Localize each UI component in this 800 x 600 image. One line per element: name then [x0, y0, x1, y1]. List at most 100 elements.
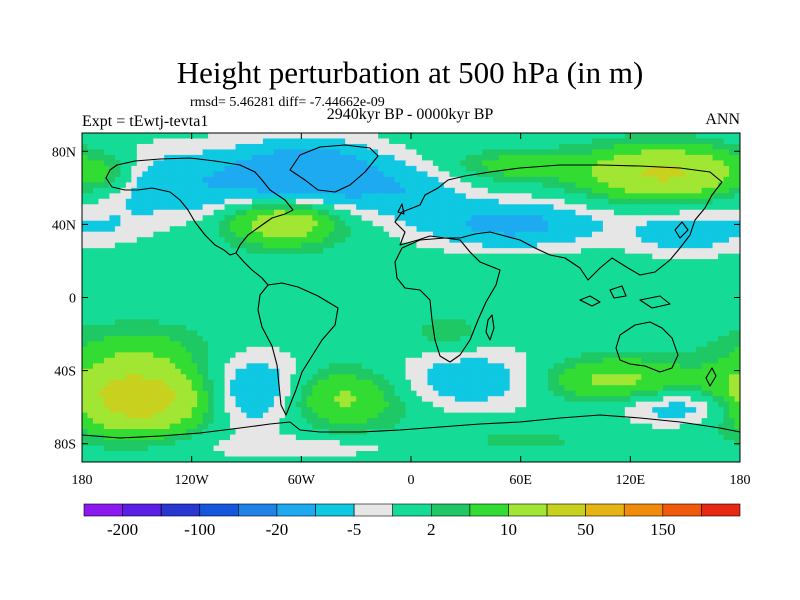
field-cell	[87, 335, 94, 342]
field-cell	[202, 176, 209, 183]
field-cell	[482, 319, 489, 326]
field-cell	[295, 220, 302, 227]
field-cell	[460, 275, 467, 282]
field-cell	[394, 182, 401, 189]
field-cell	[147, 297, 154, 304]
field-cell	[493, 313, 500, 321]
field-cell	[92, 264, 100, 271]
field-cell	[339, 165, 346, 172]
field-cell	[668, 198, 675, 205]
field-cell	[394, 264, 401, 271]
field-cell	[372, 335, 379, 342]
field-cell	[734, 292, 740, 299]
field-cell	[295, 242, 302, 249]
field-cell	[520, 193, 527, 200]
field-cell	[416, 341, 423, 348]
field-cell	[482, 165, 489, 172]
field-cell	[103, 357, 111, 364]
field-cell	[559, 138, 566, 145]
field-cell	[531, 335, 538, 342]
field-cell	[290, 324, 297, 331]
field-cell	[454, 264, 461, 271]
field-cell	[668, 231, 675, 238]
field-cell	[389, 149, 396, 156]
field-cell	[597, 198, 604, 205]
field-cell	[630, 154, 637, 162]
field-cell	[345, 138, 352, 145]
field-cell	[191, 319, 198, 326]
field-cell	[224, 165, 231, 172]
field-cell	[608, 143, 615, 151]
field-cell	[608, 319, 615, 326]
field-cell	[312, 275, 319, 282]
field-cell	[416, 182, 423, 189]
field-cell	[613, 143, 620, 151]
field-cell	[92, 313, 100, 321]
field-cell	[284, 346, 291, 353]
field-cell	[602, 171, 609, 178]
field-cell	[685, 226, 692, 233]
field-cell	[273, 176, 280, 183]
field-cell	[147, 133, 154, 140]
field-cell	[191, 226, 198, 233]
field-cell	[635, 209, 642, 216]
field-cell	[657, 182, 664, 189]
field-cell	[526, 149, 533, 156]
field-cell	[230, 193, 237, 200]
field-cell	[153, 220, 160, 227]
field-cell	[613, 242, 620, 249]
field-cell	[498, 154, 505, 162]
field-cell	[372, 143, 379, 151]
field-cell	[131, 133, 138, 140]
field-cell	[153, 182, 160, 189]
field-cell	[685, 143, 692, 151]
field-cell	[416, 154, 423, 162]
field-cell	[147, 187, 154, 194]
field-cell	[657, 275, 664, 282]
field-cell	[679, 313, 686, 321]
field-cell	[334, 154, 341, 162]
field-cell	[114, 198, 121, 205]
field-cell	[125, 171, 132, 178]
field-cell	[345, 264, 352, 271]
field-cell	[383, 204, 390, 211]
field-cell	[630, 292, 637, 299]
field-cell	[383, 171, 390, 178]
field-cell	[602, 248, 609, 255]
field-cell	[400, 133, 407, 140]
field-cell	[454, 292, 461, 299]
field-cell	[147, 154, 154, 162]
field-cell	[230, 270, 237, 277]
field-cell	[531, 133, 538, 140]
field-cell	[82, 319, 89, 326]
field-cell	[427, 270, 434, 277]
field-cell	[553, 242, 560, 249]
field-cell	[356, 275, 363, 282]
field-cell	[383, 346, 390, 353]
field-cell	[92, 215, 100, 222]
field-cell	[125, 231, 132, 238]
field-cell	[334, 335, 341, 342]
field-cell	[597, 226, 604, 233]
field-cell	[169, 292, 176, 299]
field-cell	[641, 352, 648, 359]
field-cell	[624, 160, 631, 167]
field-cell	[696, 160, 703, 167]
field-cell	[411, 187, 418, 194]
field-cell	[438, 237, 445, 244]
field-cell	[619, 226, 626, 233]
field-cell	[109, 352, 116, 359]
field-cell	[416, 264, 423, 271]
field-cell	[361, 248, 368, 255]
field-cell	[142, 313, 149, 321]
field-cell	[98, 182, 105, 189]
field-cell	[471, 231, 478, 238]
field-cell	[301, 313, 308, 321]
field-cell	[109, 237, 116, 244]
field-cell	[235, 149, 242, 156]
field-cell	[295, 286, 302, 293]
field-cell	[608, 248, 615, 255]
field-cell	[273, 302, 280, 310]
field-cell	[284, 154, 291, 162]
field-cell	[405, 149, 412, 156]
